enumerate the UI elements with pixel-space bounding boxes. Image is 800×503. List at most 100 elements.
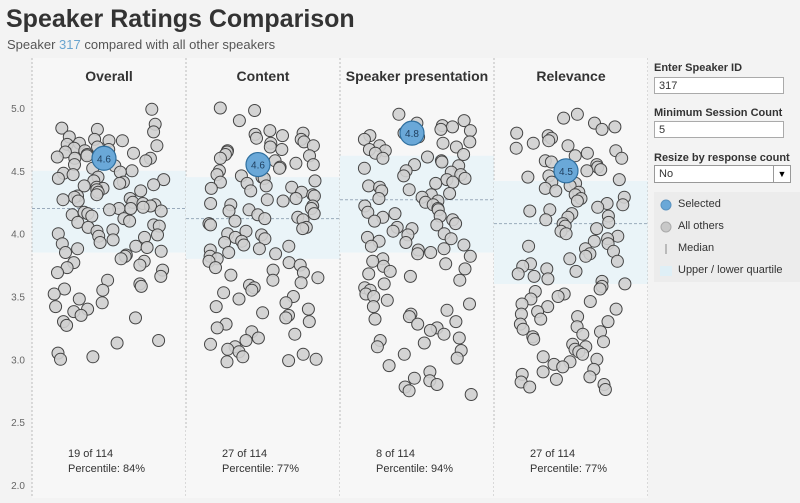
data-point bbox=[147, 178, 161, 192]
speaker-id-input[interactable]: 317 bbox=[654, 77, 784, 94]
data-point bbox=[71, 194, 85, 208]
data-point bbox=[250, 131, 263, 145]
data-point bbox=[86, 350, 100, 364]
selected-point bbox=[399, 120, 425, 146]
data-point bbox=[308, 174, 322, 188]
data-point bbox=[579, 249, 593, 263]
data-point bbox=[576, 347, 590, 361]
panel-title: Content bbox=[237, 68, 290, 84]
legend-selected-label: Selected bbox=[678, 198, 721, 210]
selected-point bbox=[553, 158, 579, 184]
data-point bbox=[157, 173, 171, 187]
data-point bbox=[71, 242, 85, 256]
data-point bbox=[213, 151, 227, 165]
data-point bbox=[411, 317, 425, 331]
data-point bbox=[259, 179, 273, 193]
data-point bbox=[133, 258, 147, 272]
data-point bbox=[612, 173, 626, 187]
data-point bbox=[309, 352, 323, 366]
data-point bbox=[388, 207, 402, 221]
resize-label: Resize by response count bbox=[654, 152, 790, 164]
data-point bbox=[417, 336, 431, 350]
data-point bbox=[282, 354, 296, 368]
data-point bbox=[90, 188, 104, 202]
data-point bbox=[366, 300, 380, 314]
y-tick-label: 5.0 bbox=[11, 104, 25, 115]
data-point bbox=[150, 139, 164, 153]
data-point bbox=[95, 296, 109, 310]
data-point bbox=[527, 332, 541, 346]
data-point bbox=[430, 218, 444, 232]
data-point bbox=[382, 359, 396, 373]
data-point bbox=[279, 311, 293, 325]
data-point bbox=[440, 303, 454, 317]
data-point bbox=[294, 276, 308, 290]
data-point bbox=[368, 214, 381, 228]
data-point bbox=[140, 241, 154, 254]
data-point bbox=[49, 300, 63, 314]
data-point bbox=[222, 246, 236, 259]
data-point bbox=[288, 327, 302, 341]
data-point bbox=[282, 239, 296, 253]
data-point bbox=[296, 347, 310, 361]
data-point bbox=[276, 194, 290, 208]
data-point bbox=[296, 222, 310, 236]
data-point bbox=[590, 222, 604, 236]
data-point bbox=[370, 340, 384, 354]
stats-background bbox=[340, 430, 494, 498]
data-point bbox=[610, 254, 624, 268]
data-point bbox=[93, 236, 107, 249]
data-point bbox=[372, 192, 386, 205]
data-point bbox=[510, 126, 524, 140]
data-point bbox=[449, 217, 463, 231]
panel-overall: Overall 4.6 19 of 114 Percentile: 84% bbox=[31, 58, 187, 498]
data-point bbox=[453, 273, 467, 287]
percentile-text: Percentile: 77% bbox=[530, 463, 607, 475]
data-point bbox=[556, 360, 570, 374]
data-point bbox=[74, 308, 88, 322]
data-point bbox=[311, 271, 325, 285]
data-point bbox=[570, 194, 584, 208]
data-point bbox=[423, 323, 437, 337]
data-point bbox=[561, 139, 575, 153]
data-point bbox=[224, 268, 238, 282]
resize-select[interactable]: No ▼ bbox=[654, 165, 791, 183]
data-point bbox=[54, 352, 67, 366]
data-point bbox=[362, 179, 376, 193]
data-point bbox=[228, 214, 242, 228]
data-point bbox=[618, 277, 632, 291]
data-point bbox=[222, 204, 236, 218]
data-point bbox=[551, 290, 565, 303]
data-point bbox=[602, 215, 616, 229]
data-point bbox=[457, 148, 471, 161]
legend-quartile-label: Upper / lower quartile bbox=[678, 264, 783, 276]
data-point bbox=[436, 136, 450, 150]
data-point bbox=[549, 372, 563, 386]
data-point bbox=[209, 300, 223, 314]
data-point bbox=[55, 121, 69, 135]
data-point bbox=[541, 272, 555, 286]
data-point bbox=[430, 378, 444, 391]
data-point bbox=[509, 141, 523, 155]
data-point bbox=[258, 232, 272, 246]
quartile-swatch-icon bbox=[660, 266, 672, 276]
subtitle-prefix: Speaker bbox=[7, 37, 56, 52]
data-point bbox=[127, 146, 140, 160]
data-point bbox=[237, 238, 251, 252]
data-point bbox=[559, 227, 573, 241]
data-point bbox=[115, 134, 129, 148]
data-point bbox=[429, 176, 443, 190]
panel-relevance: Relevance 4.5 27 of 114 Percentile: 77% bbox=[494, 58, 649, 498]
data-point bbox=[147, 125, 161, 139]
min-session-input[interactable]: 5 bbox=[654, 121, 784, 138]
data-point bbox=[306, 158, 320, 172]
data-point bbox=[464, 388, 478, 401]
side-panel: Enter Speaker ID 317 Minimum Session Cou… bbox=[648, 58, 800, 498]
data-point bbox=[258, 212, 272, 226]
data-point bbox=[113, 176, 127, 190]
data-point bbox=[282, 256, 296, 270]
data-point bbox=[598, 383, 612, 396]
data-point bbox=[376, 151, 390, 165]
data-point bbox=[463, 124, 477, 138]
chevron-down-icon[interactable]: ▼ bbox=[773, 166, 790, 182]
